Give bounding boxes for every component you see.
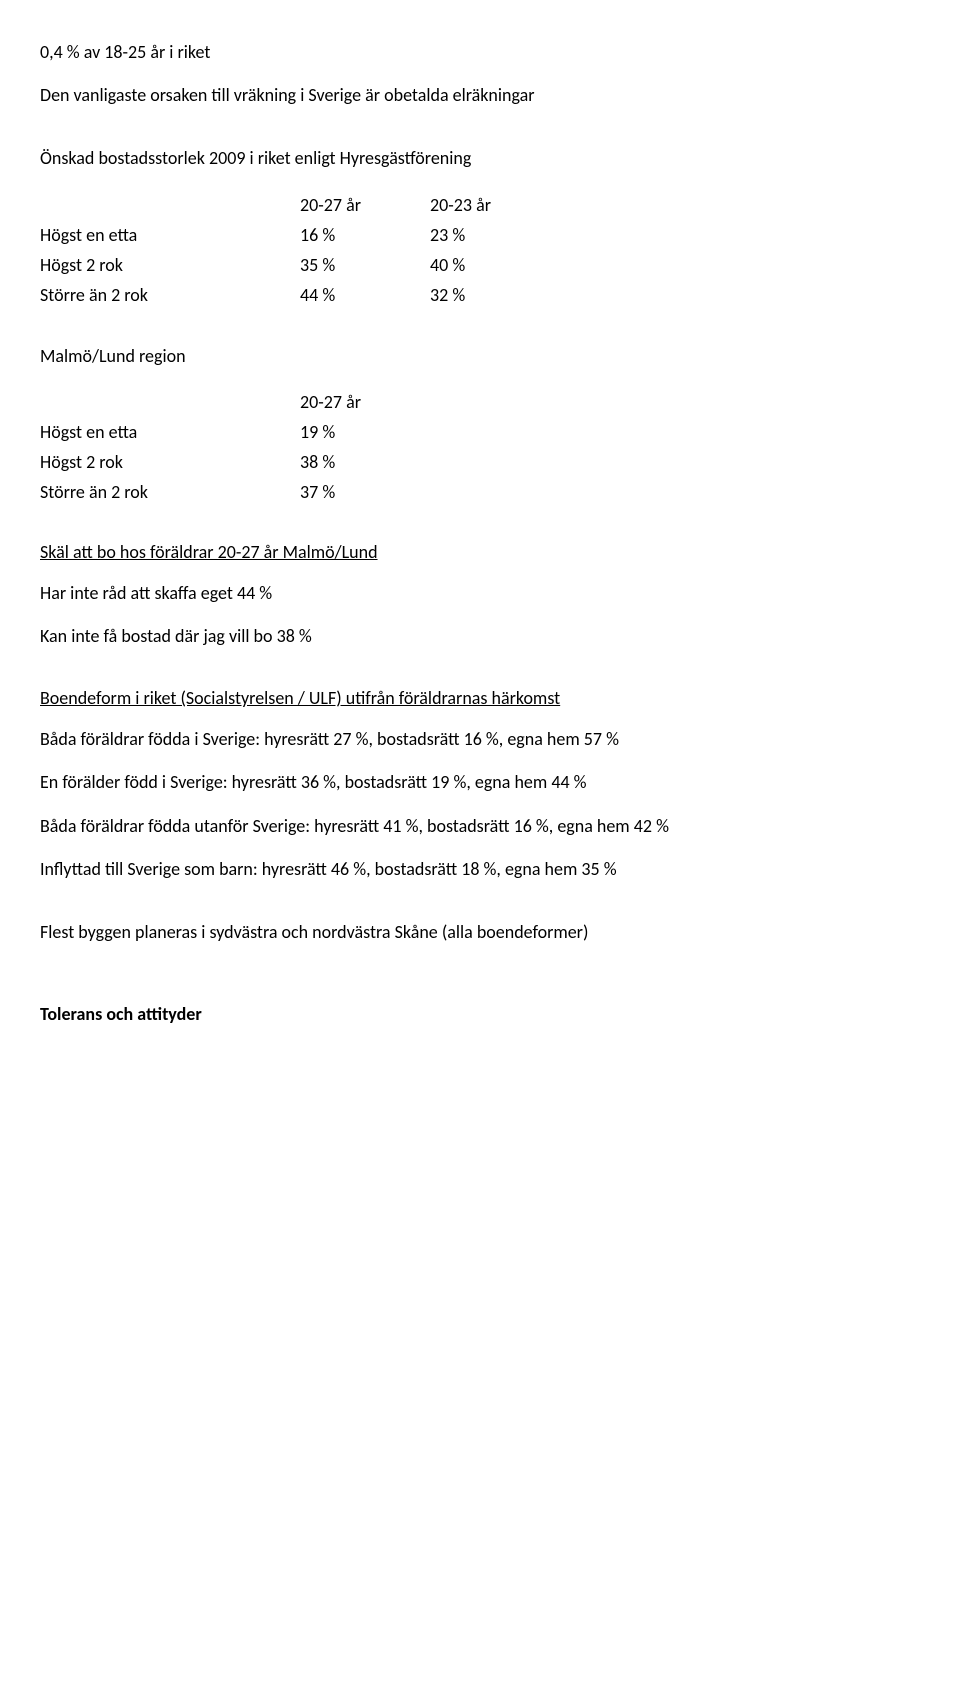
body-text: Flest byggen planeras i sydvästra och no… bbox=[40, 920, 920, 945]
table-cell: 37 % bbox=[300, 477, 430, 507]
body-text: Inflyttad till Sverige som barn: hyresrä… bbox=[40, 857, 920, 882]
table-header-cell: 20-27 år bbox=[300, 387, 430, 417]
table-row: Högst 2 rok 38 % bbox=[40, 447, 430, 477]
table-cell: Större än 2 rok bbox=[40, 280, 300, 310]
table-cell: 38 % bbox=[300, 447, 430, 477]
body-text: En förälder född i Sverige: hyresrätt 36… bbox=[40, 770, 920, 795]
table-row: Högst en etta 16 % 23 % bbox=[40, 220, 560, 250]
table-cell: 44 % bbox=[300, 280, 430, 310]
table-cell: Högst 2 rok bbox=[40, 447, 300, 477]
document-page: 0,4 % av 18-25 år i riket Den vanligaste… bbox=[0, 0, 960, 1085]
table-header-cell: 20-23 år bbox=[430, 190, 560, 220]
table-cell: 35 % bbox=[300, 250, 430, 280]
body-text: Den vanligaste orsaken till vräkning i S… bbox=[40, 83, 920, 108]
section-title-boendeform: Boendeform i riket (Socialstyrelsen / UL… bbox=[40, 687, 920, 709]
body-text: Har inte råd att skaffa eget 44 % bbox=[40, 581, 920, 606]
table-cell: Högst en etta bbox=[40, 417, 300, 447]
table-cell: 32 % bbox=[430, 280, 560, 310]
body-text: Önskad bostadsstorlek 2009 i riket enlig… bbox=[40, 146, 920, 171]
table-header-cell: 20-27 år bbox=[300, 190, 430, 220]
table-cell: Högst 2 rok bbox=[40, 250, 300, 280]
body-text: Båda föräldrar födda i Sverige: hyresrät… bbox=[40, 727, 920, 752]
body-text: Kan inte få bostad där jag vill bo 38 % bbox=[40, 624, 920, 649]
section-heading-tolerans: Tolerans och attityder bbox=[40, 1003, 920, 1025]
table-row: 20-27 år 20-23 år bbox=[40, 190, 560, 220]
body-text: Malmö/Lund region bbox=[40, 344, 920, 369]
table-row: Större än 2 rok 44 % 32 % bbox=[40, 280, 560, 310]
table-row: Högst 2 rok 35 % 40 % bbox=[40, 250, 560, 280]
section-title-skal: Skäl att bo hos föräldrar 20-27 år Malmö… bbox=[40, 541, 920, 563]
table-bostadsstorlek-malmo: 20-27 år Högst en etta 19 % Högst 2 rok … bbox=[40, 387, 430, 507]
table-cell: 16 % bbox=[300, 220, 430, 250]
table-row: 20-27 år bbox=[40, 387, 430, 417]
table-cell: 23 % bbox=[430, 220, 560, 250]
table-cell: 40 % bbox=[430, 250, 560, 280]
table-row: Större än 2 rok 37 % bbox=[40, 477, 430, 507]
table-bostadsstorlek-riket: 20-27 år 20-23 år Högst en etta 16 % 23 … bbox=[40, 190, 560, 310]
body-text: Båda föräldrar födda utanför Sverige: hy… bbox=[40, 814, 920, 839]
table-cell: 19 % bbox=[300, 417, 430, 447]
table-row: Högst en etta 19 % bbox=[40, 417, 430, 447]
table-cell: Högst en etta bbox=[40, 220, 300, 250]
body-text: 0,4 % av 18-25 år i riket bbox=[40, 40, 920, 65]
table-cell: Större än 2 rok bbox=[40, 477, 300, 507]
